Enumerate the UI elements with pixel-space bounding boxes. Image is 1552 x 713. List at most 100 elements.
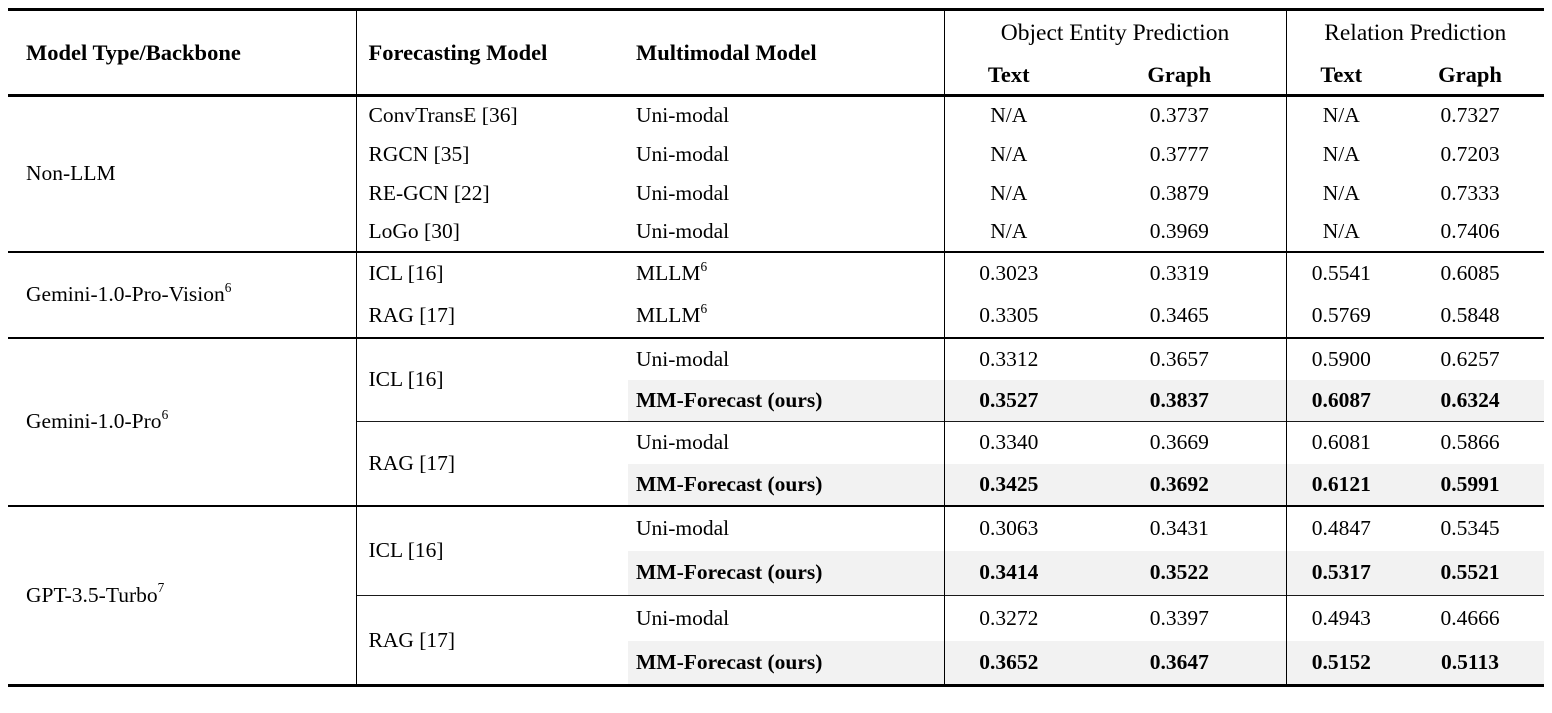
multimodal-cell: MM-Forecast (ours) (628, 379, 945, 422)
oep-text-cell: N/A (990, 219, 1028, 243)
oep-text-cell: N/A (990, 141, 1028, 166)
table-row-highlighted: MM-Forecast (ours) 0.3527 0.3837 0.6087 … (8, 379, 1544, 422)
rp-graph-cell: 0.4666 (1396, 595, 1544, 641)
oep-text-cell: 0.3414 (944, 550, 1073, 596)
rp-text-cell: 0.6121 (1286, 463, 1396, 506)
rp-text-cell: 0.6087 (1286, 379, 1396, 422)
forecasting-cell: RAG [17] (356, 421, 628, 506)
rp-text-cell: N/A (1322, 219, 1360, 243)
table-row: LoGo [30] Uni-modal N/A 0.3969 N/A 0.740… (8, 212, 1544, 252)
oep-graph-cell: 0.3879 (1073, 173, 1287, 213)
multimodal-cell: MM-Forecast (ours) (628, 550, 945, 596)
oep-graph-cell: 0.3465 (1073, 294, 1287, 338)
table-row: RGCN [35] Uni-modal N/A 0.3777 N/A 0.720… (8, 134, 1544, 174)
rp-graph-cell: 0.5991 (1396, 463, 1544, 506)
rp-text-cell: 0.5317 (1286, 550, 1396, 596)
table-row: Gemini-1.0-Pro6 ICL [16] Uni-modal 0.331… (8, 337, 1544, 506)
rp-graph-cell: 0.7333 (1440, 180, 1500, 205)
oep-graph-cell: 0.3737 (1073, 95, 1287, 135)
rp-text-cell: 0.5769 (1311, 303, 1371, 327)
oep-graph-cell: 0.3397 (1073, 595, 1287, 641)
multimodal-cell: Uni-modal (628, 421, 945, 464)
section-gpt-35-turbo: GPT-3.5-Turbo7 ICL [16] Uni-modal 0.3063… (8, 505, 1544, 686)
oep-text-cell: 0.3063 (979, 516, 1039, 540)
oep-text-cell: 0.3652 (944, 640, 1073, 686)
oep-text-cell: 0.3272 (944, 595, 1073, 641)
forecasting-cell: RGCN [35] (368, 141, 470, 166)
multimodal-superscript: 6 (700, 300, 708, 316)
multimodal-cell: Uni-modal (628, 337, 945, 380)
oep-graph-cell: 0.3837 (1073, 379, 1287, 422)
table-row-highlighted: MM-Forecast (ours) 0.3414 0.3522 0.5317 … (8, 550, 1544, 596)
col-header-backbone: Model Type/Backbone (8, 9, 357, 96)
rp-graph-cell: 0.5113 (1396, 640, 1544, 686)
forecasting-cell: ICL [16] (368, 261, 444, 285)
rp-graph-cell: 0.7327 (1440, 103, 1500, 128)
multimodal-cell: Uni-modal (628, 95, 945, 135)
multimodal-cell: Uni-modal (628, 212, 945, 252)
group-header-object-entity-prediction: Object Entity Prediction (944, 9, 1287, 56)
section-non-llm: Non-LLM ConvTransE [36] Uni-modal N/A 0.… (8, 95, 1544, 252)
backbone-label: Gemini-1.0-Pro (26, 409, 162, 433)
oep-text-cell: 0.3305 (979, 303, 1039, 327)
forecasting-cell: LoGo [30] (368, 219, 460, 243)
rp-text-cell: N/A (1322, 103, 1360, 128)
group-header-relation-prediction: Relation Prediction (1324, 19, 1507, 46)
oep-text-cell: N/A (990, 180, 1028, 205)
oep-graph-cell: 0.3777 (1073, 134, 1287, 174)
table-header: Model Type/Backbone Forecasting Model Mu… (8, 9, 1544, 96)
subcol-header-oep-graph: Graph (1073, 55, 1287, 96)
multimodal-cell: MM-Forecast (ours) (628, 463, 945, 506)
table-row: Non-LLM ConvTransE [36] Uni-modal N/A 0.… (8, 95, 1544, 252)
rp-graph-cell: 0.7203 (1440, 141, 1500, 166)
forecasting-cell: ICL [16] (368, 538, 444, 563)
table-row: Gemini-1.0-Pro-Vision6 ICL [16] MLLM6 0.… (8, 251, 1544, 338)
rp-text-cell: 0.4847 (1311, 516, 1371, 540)
multimodal-cell: Uni-modal (628, 505, 945, 551)
forecasting-cell: RAG [17] (356, 595, 628, 686)
results-table: Model Type/Backbone Forecasting Model Mu… (8, 8, 1544, 687)
backbone-cell: Non-LLM (8, 95, 357, 252)
rp-graph-cell: 0.5866 (1396, 421, 1544, 464)
rp-graph-cell: 0.5345 (1440, 516, 1500, 540)
oep-graph-cell: 0.3969 (1073, 212, 1287, 252)
backbone-label: Gemini-1.0-Pro-Vision (26, 282, 225, 306)
section-gemini-pro-vision: Gemini-1.0-Pro-Vision6 ICL [16] MLLM6 0.… (8, 251, 1544, 338)
oep-text-cell: N/A (990, 103, 1028, 128)
rp-text-cell: 0.6081 (1286, 421, 1396, 464)
multimodal-superscript: 6 (700, 258, 708, 274)
multimodal-cell: MLLM6 (628, 251, 945, 295)
rp-text-cell: 0.5541 (1311, 261, 1371, 285)
oep-graph-cell: 0.3431 (1073, 505, 1287, 551)
table-row: RE-GCN [22] Uni-modal N/A 0.3879 N/A 0.7… (8, 173, 1544, 213)
subcol-header-rp-graph: Graph (1438, 61, 1502, 87)
subcol-header-oep-text: Text (987, 61, 1030, 87)
table-row-highlighted: MM-Forecast (ours) 0.3652 0.3647 0.5152 … (8, 640, 1544, 686)
multimodal-cell: MLLM6 (628, 294, 945, 338)
header-row-subcolumns: Text Graph Text Graph (8, 55, 1544, 96)
rp-text-cell: 0.5152 (1286, 640, 1396, 686)
oep-graph-cell: 0.3669 (1073, 421, 1287, 464)
header-row-groups: Model Type/Backbone Forecasting Model Mu… (8, 9, 1544, 96)
table-row: RAG [17] Uni-modal 0.3340 0.3669 0.6081 … (8, 421, 1544, 506)
oep-graph-cell: 0.3319 (1073, 251, 1287, 295)
oep-graph-cell: 0.3657 (1073, 337, 1287, 380)
multimodal-cell: Uni-modal (628, 134, 945, 174)
table-row: GPT-3.5-Turbo7 ICL [16] Uni-modal 0.3063… (8, 505, 1544, 686)
forecasting-cell: ConvTransE [36] (368, 103, 518, 128)
rp-text-cell: 0.4943 (1286, 595, 1396, 641)
table-row: RAG [17] Uni-modal 0.3272 0.3397 0.4943 … (8, 595, 1544, 686)
backbone-superscript: 6 (161, 406, 169, 422)
multimodal-cell: MM-Forecast (ours) (628, 640, 945, 686)
multimodal-cell: Uni-modal (628, 595, 945, 641)
oep-text-cell: 0.3340 (944, 421, 1073, 464)
multimodal-label: MLLM (636, 261, 701, 285)
backbone-superscript: 7 (157, 580, 165, 596)
rp-text-cell: N/A (1322, 180, 1360, 205)
table-row: RAG [17] MLLM6 0.3305 0.3465 0.5769 0.58… (8, 294, 1544, 338)
backbone-cell: Gemini-1.0-Pro6 (8, 337, 357, 506)
rp-graph-cell: 0.5848 (1440, 303, 1500, 327)
oep-text-cell: 0.3425 (944, 463, 1073, 506)
backbone-label: GPT-3.5-Turbo (26, 582, 158, 607)
